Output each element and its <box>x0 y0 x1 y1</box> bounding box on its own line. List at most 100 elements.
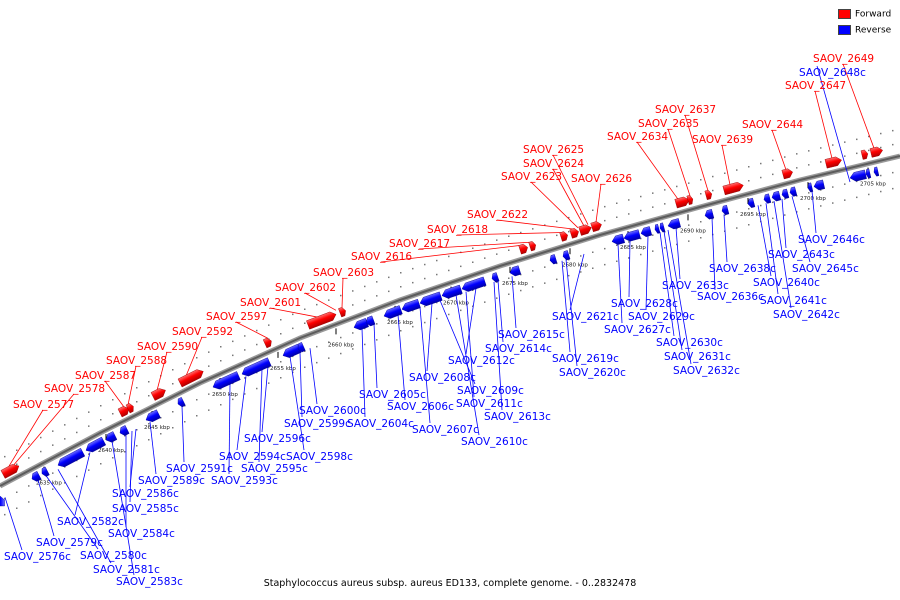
track-dot <box>424 305 426 308</box>
track-dot <box>784 198 786 200</box>
track-dot <box>100 419 102 421</box>
track-dot <box>364 327 366 330</box>
track-dot <box>412 309 414 312</box>
reverse-gene-arrow <box>771 190 782 202</box>
track-dot <box>556 234 558 237</box>
forward-gene-label: SAOV_2617 <box>389 238 450 250</box>
track-dot <box>280 377 282 379</box>
reverse-gene-label: SAOV_2631c <box>664 351 731 363</box>
forward-gene-arrow <box>262 337 272 349</box>
legend-forward-label: Forward <box>855 9 892 20</box>
track-dot <box>208 365 210 367</box>
track-dot <box>532 270 534 272</box>
track-dot <box>436 317 438 320</box>
reverse-leader-line <box>129 430 133 503</box>
forward-gene-label: SAOV_2624 <box>523 158 584 170</box>
track-dot <box>568 230 570 233</box>
reverse-gene-arrow <box>640 226 653 237</box>
track-dot <box>544 266 546 268</box>
track-dot <box>400 286 402 288</box>
reverse-leader-line <box>493 281 503 411</box>
track-dot <box>580 271 582 273</box>
track-dot <box>508 249 510 251</box>
reverse-gene-label: SAOV_2600c <box>299 405 366 417</box>
reverse-leader-line <box>373 323 378 389</box>
track-dot <box>52 444 54 446</box>
reverse-gene-arrow <box>865 168 872 179</box>
forward-gene-label: SAOV_2639 <box>692 134 753 146</box>
track-dot <box>856 180 858 183</box>
reverse-leader-line <box>565 259 578 367</box>
forward-gene-arrow <box>578 224 592 236</box>
track-dot <box>412 325 414 328</box>
track-dot <box>652 250 654 252</box>
reverse-gene-arrow <box>704 209 715 220</box>
track-dot <box>520 273 522 276</box>
track-dot <box>640 195 642 198</box>
reverse-gene-arrow <box>562 250 571 261</box>
reverse-gene-label: SAOV_2583c <box>116 576 183 588</box>
reverse-gene-label: SAOV_2589c <box>138 475 205 487</box>
forward-leader-line <box>721 144 731 185</box>
track-dot <box>484 243 486 245</box>
reverse-gene-arrow <box>383 305 403 319</box>
track-dot <box>304 366 306 368</box>
track-dot <box>820 161 822 163</box>
forward-gene-arrow <box>674 196 690 209</box>
reverse-gene-label: SAOV_2591c <box>166 463 233 475</box>
track-dot <box>64 424 66 426</box>
reverse-gene-arrow <box>401 298 421 313</box>
track-dot <box>136 429 138 431</box>
track-dot <box>268 382 270 384</box>
track-dot <box>148 423 150 425</box>
track-dot <box>196 399 198 401</box>
track-dot <box>232 398 234 401</box>
track-dot <box>424 321 426 324</box>
track-dot <box>544 224 546 226</box>
forward-gene-label: SAOV_2625 <box>523 144 584 156</box>
track-dot <box>844 141 846 143</box>
track-dot <box>640 253 642 256</box>
reverse-leader-line <box>628 240 631 298</box>
track-dots <box>4 129 894 516</box>
track-dot <box>208 393 210 395</box>
forward-gene-arrow <box>869 146 883 158</box>
forward-gene-label: SAOV_2602 <box>275 282 336 294</box>
track-dot <box>580 255 582 257</box>
gene-leader-lines <box>4 63 875 576</box>
track-dot <box>568 274 570 277</box>
reverse-gene-label: SAOV_2582c <box>57 516 124 528</box>
reverse-gene-label: SAOV_2615c <box>498 329 565 341</box>
reverse-gene-arrow <box>353 318 369 331</box>
reverse-leader-line <box>74 452 91 516</box>
reverse-gene-label: SAOV_2607c <box>412 424 479 436</box>
reverse-leader-line <box>129 428 137 488</box>
track-dot <box>40 494 42 497</box>
forward-leader-line <box>104 380 125 408</box>
genome-backbone <box>0 153 900 489</box>
track-dot <box>688 224 690 226</box>
track-dot <box>736 227 738 229</box>
reverse-leader-line <box>723 214 728 263</box>
track-dot <box>856 138 858 141</box>
reverse-gene-arrow <box>509 265 522 277</box>
track-dot <box>544 282 546 284</box>
reverse-leader-line <box>236 376 247 451</box>
track-dot <box>352 348 354 350</box>
track-dot <box>784 214 786 216</box>
forward-gene-label: SAOV_2634 <box>607 131 668 143</box>
track-dot <box>436 301 438 304</box>
track-dot <box>700 221 702 223</box>
track-dot <box>820 147 822 149</box>
track-dot <box>508 293 510 295</box>
track-dot <box>304 350 306 352</box>
forward-leader-line <box>636 141 679 200</box>
forward-leader-line <box>684 114 709 191</box>
track-dot <box>208 351 210 353</box>
track-dot <box>340 336 342 339</box>
track-dot <box>100 405 102 407</box>
forward-leader-line <box>530 181 579 229</box>
reverse-gene-arrow <box>419 291 443 307</box>
forward-gene-label: SAOV_2644 <box>742 119 803 131</box>
